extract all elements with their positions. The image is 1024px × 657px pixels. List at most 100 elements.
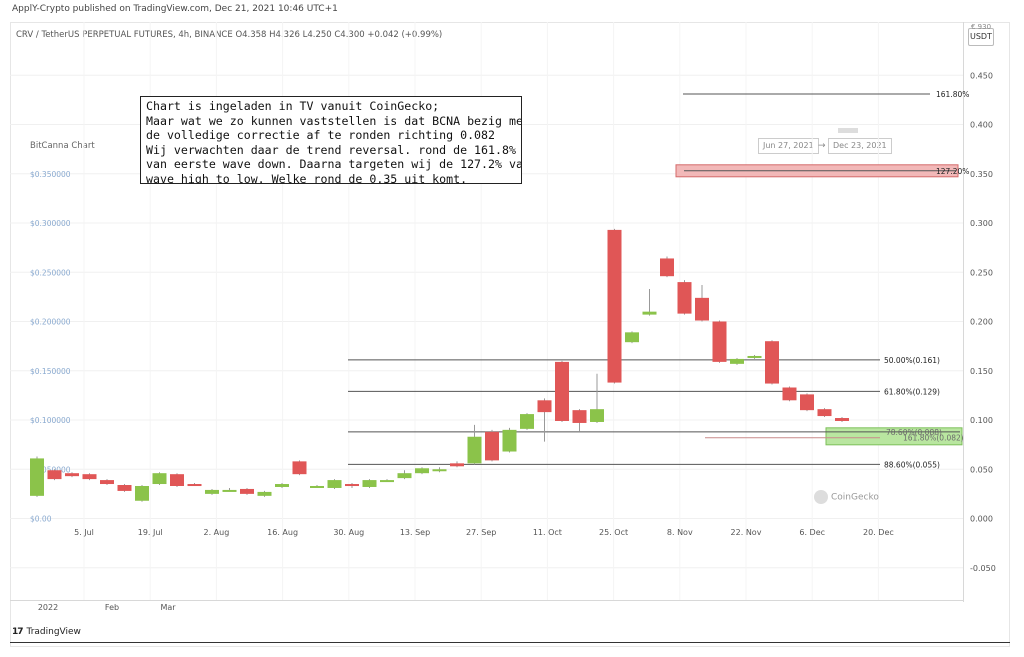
annotation-box[interactable]: Chart is ingeladen in TV vanuit CoinGeck… [140, 96, 522, 184]
x-tick-label: 6. Dec [799, 528, 825, 537]
candle-body [450, 463, 464, 467]
y-tick-label: 0.350 [970, 170, 993, 179]
candle-body [625, 332, 639, 343]
y-tick-label: 0.150 [970, 367, 993, 376]
candle-body [747, 355, 762, 358]
price-scale-separator [963, 22, 964, 602]
coingecko-label: CoinGecko [831, 492, 879, 503]
currency-label: USDT [970, 32, 992, 41]
inset-y-label: $0.150000 [30, 367, 71, 376]
candle-body [205, 489, 219, 494]
candle-body [572, 410, 587, 423]
tradingview-logo[interactable]: 17 TradingView [12, 627, 81, 637]
x-tick-label: 19. Jul [138, 528, 163, 537]
candle-body [292, 461, 307, 475]
fib-level-label: 161.80% [936, 90, 969, 99]
candle-body [660, 258, 674, 277]
annotation-line: van eerste wave down. Daarna targeten wi… [146, 157, 522, 172]
candle-body [82, 474, 97, 480]
x-tick-label: 27. Sep [466, 528, 496, 537]
fib-level-label: 61.80%(0.129) [884, 387, 940, 396]
tradingview-icon: 17 [12, 627, 23, 637]
candle-body [345, 484, 359, 487]
lower-axis-label: Mar [160, 603, 176, 612]
fib-level-label: 127.20% [936, 167, 969, 176]
candle-body [310, 485, 324, 488]
date-range-handle[interactable] [838, 128, 858, 133]
x-tick-label: 20. Dec [863, 528, 894, 537]
candle-body [782, 387, 797, 401]
inset-y-label: $0.00 [30, 515, 52, 524]
date-range-start[interactable]: Jun 27, 2021 [758, 138, 819, 154]
annotation-line: Maar wat we zo kunnen vaststellen is dat… [146, 113, 522, 128]
inset-y-label: $0.050000 [30, 465, 71, 474]
candle-body [275, 484, 289, 487]
candle-body [415, 468, 429, 474]
currency-top: € 930 [971, 23, 992, 31]
currency-badge[interactable]: € 930 USDT [968, 23, 994, 46]
candle-body [590, 409, 604, 422]
candle-body [397, 473, 412, 479]
y-tick-label: 0.300 [970, 219, 993, 228]
time-scale-separator [10, 600, 963, 601]
y-tick-label: 0.100 [970, 416, 993, 425]
candle-body [152, 473, 167, 485]
annotation-line: Chart is ingeladen in TV vanuit CoinGeck… [146, 99, 440, 113]
annotation-line: de volledige correctie af te ronden rich… [146, 128, 496, 143]
x-tick-label: 2. Aug [204, 528, 230, 537]
candle-body [835, 418, 849, 421]
candle-body [117, 485, 132, 491]
candle-body [677, 282, 692, 314]
candle-body [100, 480, 114, 485]
y-tick-label: 0.400 [970, 121, 993, 130]
candle-body [695, 297, 709, 321]
y-tick-label: 0.200 [970, 318, 993, 327]
x-tick-label: 8. Nov [667, 528, 693, 537]
candle-body [817, 409, 832, 417]
candle-body [502, 429, 517, 452]
annotation-line: wave high to low. Welke rond de 0.35 uit… [146, 171, 468, 184]
candle-body [467, 436, 482, 464]
candle-body [712, 321, 727, 362]
candle-body [642, 311, 657, 315]
symbol-info: CRV / TetherUS PERPETUAL FUTURES, 4h, BI… [16, 30, 443, 40]
chart-frame [10, 22, 1010, 647]
inset-y-label: $0.100000 [30, 416, 71, 425]
date-range-arrow-icon: → [818, 141, 826, 151]
x-tick-label: 22. Nov [731, 528, 762, 537]
x-tick-label: 25. Oct [599, 528, 628, 537]
published-info: ApplY-Crypto published on TradingView.co… [12, 4, 338, 14]
lower-axis-label: Feb [105, 603, 119, 612]
candle-body [222, 489, 237, 492]
inset-y-label: $0.250000 [30, 268, 71, 277]
candle-body [730, 358, 744, 364]
y-tick-label: -0.050 [970, 564, 996, 573]
fib-level-label: 50.00%(0.161) [884, 356, 940, 365]
candle-body [607, 229, 622, 383]
candle-body [47, 470, 62, 480]
candle-body [765, 341, 779, 384]
candle-body [555, 361, 569, 421]
candle-body [327, 480, 342, 488]
candle-body [485, 431, 499, 461]
candle-body [257, 491, 272, 496]
coingecko-icon [814, 490, 828, 504]
fib-level-label: 88.60%(0.055) [884, 460, 940, 469]
inset-y-label: $0.300000 [30, 219, 71, 228]
candle-body [170, 474, 184, 486]
candle-body [30, 458, 44, 496]
date-range-end[interactable]: Dec 23, 2021 [828, 138, 892, 154]
coingecko-logo: CoinGecko [814, 490, 879, 504]
fib-level-label: 161.80%(0.082) [903, 434, 964, 443]
y-tick-label: 0.050 [970, 465, 993, 474]
candle-body [537, 400, 552, 413]
candle-body [65, 473, 79, 477]
candle-body [240, 488, 254, 494]
candle-body [432, 469, 447, 472]
x-tick-label: 13. Sep [400, 528, 430, 537]
candle-body [800, 394, 814, 411]
inset-y-label: $0.350000 [30, 170, 71, 179]
y-tick-label: 0.450 [970, 71, 993, 80]
x-tick-label: 16. Aug [267, 528, 298, 537]
